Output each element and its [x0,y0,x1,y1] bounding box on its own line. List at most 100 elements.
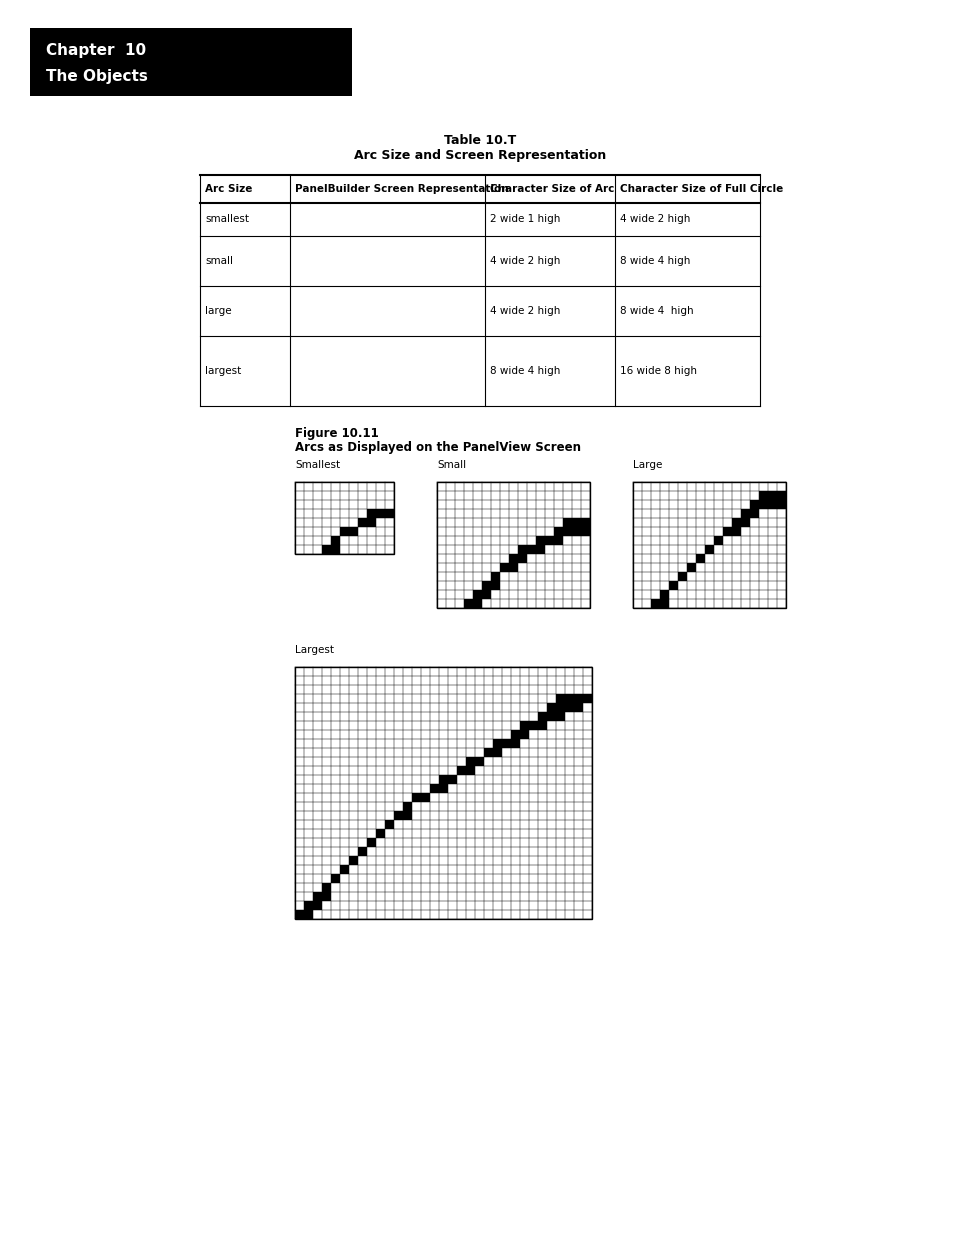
Bar [465,757,475,766]
Bar [436,482,589,608]
Bar [556,713,564,721]
Text: The Objects: The Objects [46,68,148,84]
Bar [375,509,385,517]
Bar [367,839,375,847]
Bar [436,482,589,608]
Bar [572,527,580,536]
Bar [574,694,582,703]
Bar [313,902,322,910]
Text: Character Size of Full Circle: Character Size of Full Circle [619,184,782,194]
Bar [511,730,519,739]
Bar [704,545,713,555]
Bar [448,776,456,784]
Bar [740,509,749,517]
Bar [562,517,572,527]
Bar [402,811,412,820]
Text: Chapter  10: Chapter 10 [46,42,146,58]
Text: 2 wide 1 high: 2 wide 1 high [490,215,559,225]
Bar [367,509,375,517]
Bar [357,517,367,527]
Bar [536,536,544,545]
Bar [385,509,394,517]
Bar [294,910,304,919]
Bar [294,482,394,555]
Bar [481,580,491,590]
Bar [349,527,357,536]
Bar [537,713,546,721]
Bar [331,874,339,883]
Bar [659,599,668,608]
Text: Figure 10.11: Figure 10.11 [294,427,378,440]
Bar [322,892,331,902]
Text: large: large [205,306,232,316]
Bar [580,527,589,536]
Text: 4 wide 2 high: 4 wide 2 high [619,215,690,225]
Bar [554,527,562,536]
Bar [430,784,438,793]
Bar [473,590,481,599]
Text: largest: largest [205,366,241,375]
Bar [686,563,696,572]
Bar [517,555,526,563]
Bar [491,572,499,580]
Bar [529,721,537,730]
Bar [776,500,785,509]
Text: 8 wide 4 high: 8 wide 4 high [490,366,559,375]
Bar [357,847,367,856]
Bar [456,766,465,776]
Bar [546,713,556,721]
Text: 8 wide 4  high: 8 wide 4 high [619,306,693,316]
Bar [759,492,767,500]
Bar [668,580,678,590]
Text: Smallest: Smallest [294,459,340,471]
Bar [659,590,668,599]
Text: 16 wide 8 high: 16 wide 8 high [619,366,697,375]
Bar [375,829,385,839]
Bar [650,599,659,608]
Bar [322,883,331,892]
Bar [572,517,580,527]
Bar [574,703,582,713]
Bar [463,599,473,608]
Bar [294,482,394,555]
Bar [731,517,740,527]
Text: 4 wide 2 high: 4 wide 2 high [490,306,559,316]
Bar [402,802,412,811]
Text: Arc Size and Screen Representation: Arc Size and Screen Representation [354,149,605,162]
Bar [544,536,554,545]
Bar [776,492,785,500]
Bar [740,517,749,527]
Bar [294,667,592,919]
Bar [564,694,574,703]
Text: 4 wide 2 high: 4 wide 2 high [490,256,559,266]
Bar [313,892,322,902]
Bar [493,748,501,757]
Bar [519,721,529,730]
Bar [517,545,526,555]
Text: Small: Small [436,459,466,471]
Bar [385,820,394,829]
Bar [465,766,475,776]
Bar [749,509,759,517]
Bar [331,545,339,555]
Bar [294,667,592,919]
Bar [580,517,589,527]
Text: Arc Size: Arc Size [205,184,253,194]
Bar [731,527,740,536]
Bar [713,536,722,545]
Bar [30,28,352,96]
Bar [509,563,517,572]
Bar [564,703,574,713]
Bar [412,793,420,802]
Bar [509,555,517,563]
Bar [633,482,785,608]
Bar [511,739,519,748]
Bar [556,703,564,713]
Bar [367,517,375,527]
Bar [420,793,430,802]
Bar [483,748,493,757]
Bar [526,545,536,555]
Bar [475,757,483,766]
Bar [304,910,313,919]
Bar [438,784,448,793]
